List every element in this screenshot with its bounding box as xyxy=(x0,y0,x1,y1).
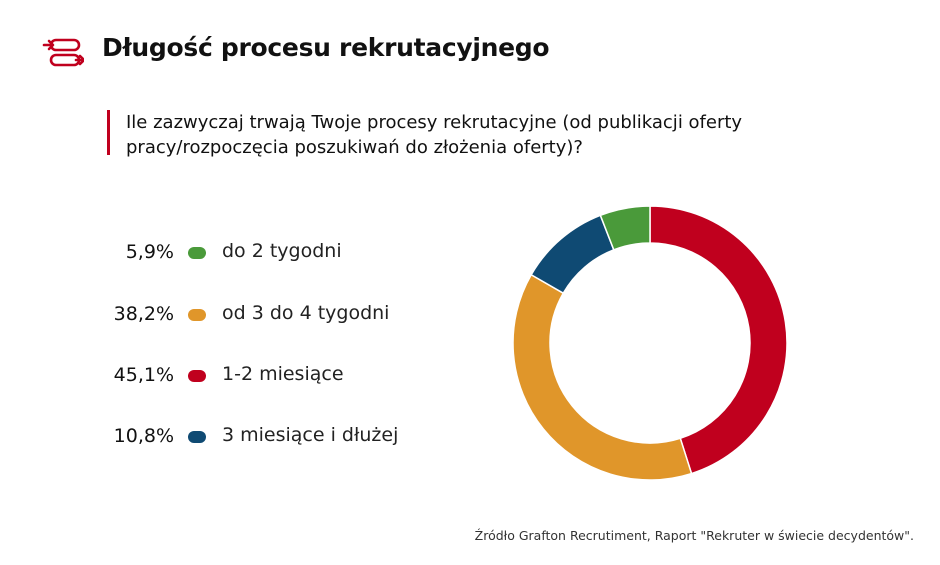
donut-slice xyxy=(530,214,615,295)
legend-item: 38,2% od 3 do 4 tygodni xyxy=(0,300,420,330)
donut-slice xyxy=(649,205,788,475)
legend-item: 10,8% 3 miesiące i dłużej xyxy=(0,422,420,452)
legend-value: 10,8% xyxy=(113,425,174,447)
legend-value: 45,1% xyxy=(113,364,174,386)
question-accent-bar xyxy=(107,110,110,155)
donut-chart xyxy=(512,205,788,481)
legend-value: 38,2% xyxy=(113,303,174,325)
donut-slice xyxy=(512,273,693,481)
legend-item: 45,1% 1-2 miesiące xyxy=(0,361,420,391)
legend-label: do 2 tygodni xyxy=(222,240,342,262)
chart-title: Długość procesu rekrutacyjnego xyxy=(102,33,550,62)
legend-swatch xyxy=(188,309,206,321)
legend-swatch xyxy=(188,431,206,443)
legend-swatch xyxy=(188,370,206,382)
legend-label: od 3 do 4 tygodni xyxy=(222,302,390,324)
legend-swatch xyxy=(188,247,206,259)
logo-icon xyxy=(42,38,84,67)
legend-item: 5,9% do 2 tygodni xyxy=(0,238,420,268)
legend-value: 5,9% xyxy=(125,241,174,263)
donut-slice xyxy=(599,205,651,251)
chart-question: Ile zazwyczaj trwają Twoje procesy rekru… xyxy=(126,112,743,158)
legend-label: 1-2 miesiące xyxy=(222,363,344,385)
source-note: Źródło Grafton Recrutiment, Raport "Rekr… xyxy=(474,528,914,543)
legend-label: 3 miesiące i dłużej xyxy=(222,424,399,446)
